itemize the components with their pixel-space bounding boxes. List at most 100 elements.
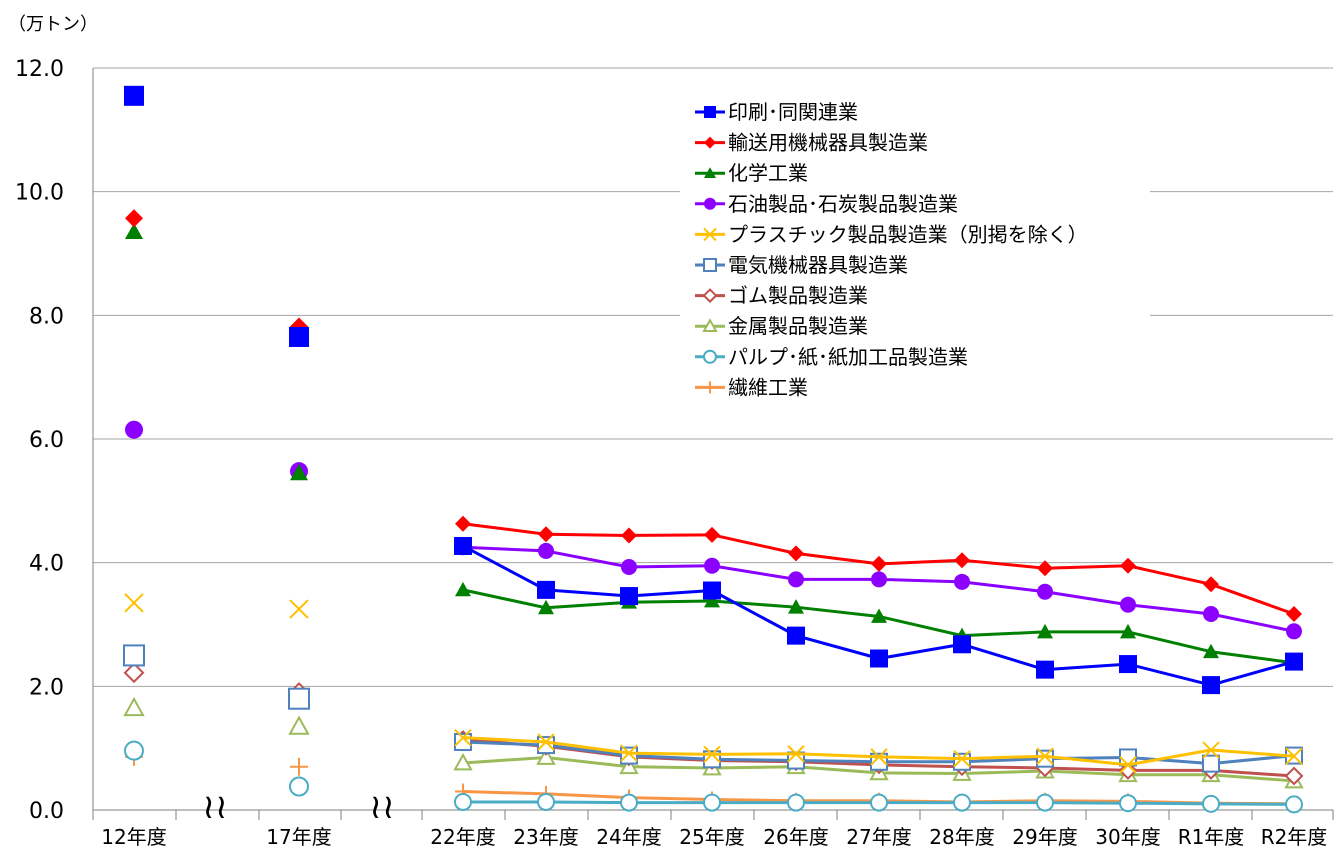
data-point: [538, 599, 554, 615]
data-point: [124, 85, 144, 106]
data-point: [787, 793, 805, 812]
legend-label: 繊維工業: [728, 375, 808, 399]
series-パルプ･紙･紙加工品製造業: [124, 740, 1303, 814]
data-point: [620, 793, 638, 812]
data-point: [1286, 623, 1302, 640]
data-point: [123, 644, 145, 667]
data-point: [703, 349, 717, 364]
data-point: [536, 747, 556, 765]
data-point: [871, 608, 887, 623]
data-point: [1119, 794, 1137, 813]
data-point: [1202, 754, 1220, 773]
legend-item: 化学工業: [695, 161, 808, 185]
legend-label: プラスチック製品製造業（別掲を除く）: [728, 222, 1088, 246]
x-tick-label: 29年度: [1012, 825, 1077, 849]
data-point: [704, 106, 716, 118]
data-point: [1120, 596, 1136, 613]
legend: 印刷･同関連業輸送用機械器具製造業化学工業石油製品･石炭製品製造業プラスチック製…: [680, 88, 1150, 418]
y-tick-label: 12.0: [15, 57, 64, 82]
data-point: [953, 793, 971, 812]
data-point: [703, 258, 717, 272]
series-印刷･同関連業: [124, 85, 1303, 695]
data-point: [870, 793, 888, 812]
data-point: [788, 545, 804, 562]
data-point: [1036, 660, 1054, 679]
data-point: [621, 558, 637, 575]
data-point: [1285, 747, 1303, 765]
legend-label: 化学工業: [728, 161, 808, 185]
data-point: [704, 197, 716, 210]
x-tick-label: 23年度: [513, 825, 578, 849]
data-point: [1284, 766, 1304, 786]
y-tick-label: 4.0: [29, 552, 64, 577]
x-tick-label: 27年度: [846, 825, 911, 849]
legend-label: 石油製品･石炭製品製造業: [728, 192, 958, 216]
data-point: [1203, 643, 1219, 659]
data-point: [288, 687, 310, 710]
data-point: [290, 464, 308, 481]
data-point: [787, 626, 805, 645]
legend-label: 金属製品製造業: [728, 314, 868, 338]
x-tick-label: 30年度: [1095, 825, 1160, 849]
axis-break-mark: ≀≀: [369, 787, 395, 827]
data-point: [1036, 747, 1054, 765]
x-tick-label: R1年度: [1178, 825, 1245, 849]
x-tick-label: 12年度: [101, 825, 166, 849]
data-point: [1036, 749, 1054, 768]
data-point: [537, 580, 555, 599]
y-axis: 0.0 2.0 4.0 6.0 8.0 10.0 12.0: [15, 57, 94, 824]
x-tick-label: 22年度: [430, 825, 495, 849]
data-point: [704, 136, 716, 149]
x-tick-label: 26年度: [763, 825, 828, 849]
data-point: [537, 792, 555, 811]
data-point: [538, 526, 554, 543]
legend-label: パルプ･紙･紙加工品製造業: [728, 345, 968, 369]
legend-item: 石油製品･石炭製品製造業: [695, 192, 958, 216]
data-point: [454, 536, 472, 555]
data-point: [125, 209, 143, 228]
data-point: [125, 222, 143, 240]
data-point: [621, 527, 637, 544]
legend-item: 金属製品製造業: [695, 314, 868, 338]
data-point: [704, 526, 720, 543]
data-point: [289, 776, 309, 797]
data-point: [1203, 605, 1219, 622]
data-point: [1037, 560, 1053, 577]
data-point: [787, 745, 805, 763]
x-tick-label: 17年度: [266, 825, 331, 849]
series-プラスチック製品製造業（別掲を除く）: [124, 593, 1303, 774]
data-point: [620, 746, 638, 765]
data-point: [1037, 623, 1053, 639]
y-tick-label: 10.0: [15, 181, 64, 206]
data-point: [953, 635, 971, 654]
data-point: [538, 542, 554, 559]
legend-item: 繊維工業: [695, 375, 808, 399]
data-point: [1120, 623, 1136, 639]
legend-label: 電気機械器具製造業: [728, 253, 908, 277]
data-point: [1036, 793, 1054, 812]
data-point: [953, 752, 971, 771]
legend-item: パルプ･紙･紙加工品製造業: [695, 345, 968, 369]
y-unit-label: （万トン）: [8, 14, 98, 35]
data-point: [953, 749, 971, 768]
data-point: [788, 599, 804, 614]
data-point: [537, 733, 555, 751]
data-point: [704, 167, 716, 178]
data-point: [453, 752, 473, 771]
data-point: [455, 581, 471, 597]
data-point: [871, 555, 887, 572]
data-point: [703, 793, 721, 812]
data-point: [1286, 605, 1302, 622]
data-point: [125, 420, 143, 439]
data-point: [454, 728, 472, 747]
data-point: [1037, 583, 1053, 600]
data-point: [871, 571, 887, 588]
x-tick-label: R2年度: [1261, 825, 1328, 849]
data-point: [702, 288, 718, 304]
x-axis: 12年度 17年度 22年度 23年度 24年度 25年度 26年度 27年度 28年度 29年度…: [92, 809, 1334, 849]
legend-item: 輸送用機械器具製造業: [695, 131, 928, 155]
data-point: [1202, 794, 1220, 813]
axis-break-mark: ≀≀: [202, 787, 228, 827]
data-point: [123, 696, 145, 717]
